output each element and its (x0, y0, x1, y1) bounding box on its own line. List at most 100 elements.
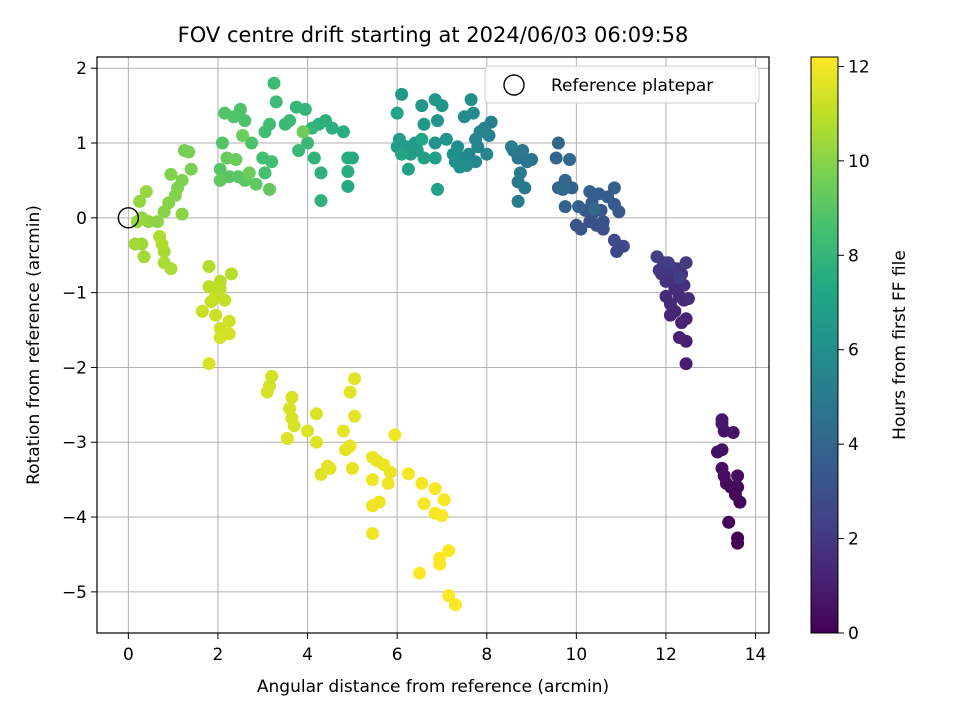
data-point (164, 167, 178, 181)
data-point (319, 114, 332, 128)
data-point (301, 136, 315, 150)
colorbar (810, 56, 839, 634)
data-point (260, 385, 274, 399)
data-point (345, 461, 359, 475)
data-point (258, 125, 272, 139)
data-point (204, 295, 218, 309)
data-point (202, 280, 216, 294)
x-tick-label: 6 (392, 645, 403, 665)
data-point (336, 424, 350, 438)
data-point (448, 598, 462, 612)
x-tick-label: 12 (655, 645, 677, 665)
data-point (287, 419, 301, 433)
data-point (428, 136, 442, 150)
colorbar-title: Hours from first FF file (890, 250, 910, 440)
data-point (480, 147, 494, 161)
plot-frame (96, 56, 770, 634)
data-point (341, 151, 355, 165)
data-point (133, 194, 147, 208)
x-tick-label: 10 (566, 645, 588, 665)
data-point (213, 331, 227, 344)
data-point (513, 166, 527, 180)
data-point (715, 461, 729, 475)
data-point (722, 515, 736, 529)
data-point (551, 136, 565, 150)
data-point (137, 250, 151, 264)
legend-marker-open-circle (503, 74, 525, 96)
data-point (417, 497, 431, 511)
data-point (238, 114, 252, 128)
data-point (395, 147, 409, 161)
data-point (431, 114, 444, 128)
data-point (323, 461, 337, 475)
x-axis-title: Angular distance from reference (arcmin) (257, 677, 609, 697)
data-point (202, 260, 216, 273)
data-point (155, 237, 169, 251)
y-tick-label: 0 (76, 209, 87, 229)
reference-platepar-marker (117, 207, 140, 229)
data-point (415, 476, 429, 490)
data-point (175, 207, 189, 221)
data-point (157, 205, 171, 219)
data-point (482, 129, 496, 142)
legend: Reference platepar (484, 65, 760, 104)
data-point (314, 194, 328, 208)
data-point (265, 369, 279, 383)
legend-label: Reference platepar (551, 76, 713, 96)
data-point (516, 144, 530, 157)
data-points (117, 76, 747, 612)
data-point (177, 144, 191, 157)
data-point (650, 250, 664, 264)
data-point (218, 293, 232, 307)
data-point (415, 99, 429, 113)
data-point (249, 177, 263, 191)
colorbar-tick-label: 2 (848, 530, 859, 550)
data-point (428, 482, 442, 496)
x-tick-label: 2 (213, 645, 224, 665)
chart-title: FOV centre drift starting at 2024/06/03 … (178, 23, 689, 47)
data-point (558, 200, 572, 214)
data-point (413, 566, 427, 580)
data-point (661, 256, 675, 270)
data-point (336, 125, 350, 139)
data-point (715, 443, 729, 457)
data-point (731, 469, 745, 483)
data-point (453, 160, 467, 174)
data-point (269, 95, 283, 109)
data-point (278, 117, 292, 131)
colorbar-tick-label: 12 (848, 57, 870, 77)
legend-box (484, 65, 760, 104)
data-point (222, 314, 236, 328)
data-point (339, 443, 353, 457)
data-point (285, 390, 299, 404)
data-point (672, 271, 686, 285)
data-point (679, 357, 693, 371)
x-tick-label: 0 (123, 645, 134, 665)
data-point (569, 218, 583, 232)
data-point (401, 162, 415, 176)
data-point (442, 544, 456, 558)
x-tick-label: 14 (745, 645, 767, 665)
colorbar-tick-label: 6 (848, 341, 859, 361)
data-point (195, 304, 209, 318)
data-point (289, 100, 303, 114)
data-point (511, 194, 525, 208)
data-point (139, 185, 153, 199)
y-tick-label: −1 (62, 284, 87, 304)
data-point (401, 467, 415, 481)
data-point (392, 132, 406, 146)
data-point (596, 215, 610, 229)
y-axis-title: Rotation from reference (arcmin) (24, 205, 44, 485)
data-point (202, 357, 216, 371)
data-point (310, 435, 323, 449)
data-point (213, 162, 227, 176)
data-point (504, 140, 518, 154)
data-point (343, 385, 357, 399)
data-point (428, 151, 442, 165)
data-point (659, 289, 673, 303)
data-point (292, 144, 306, 157)
data-point (388, 428, 402, 442)
data-point (366, 473, 379, 487)
data-point (520, 155, 534, 169)
